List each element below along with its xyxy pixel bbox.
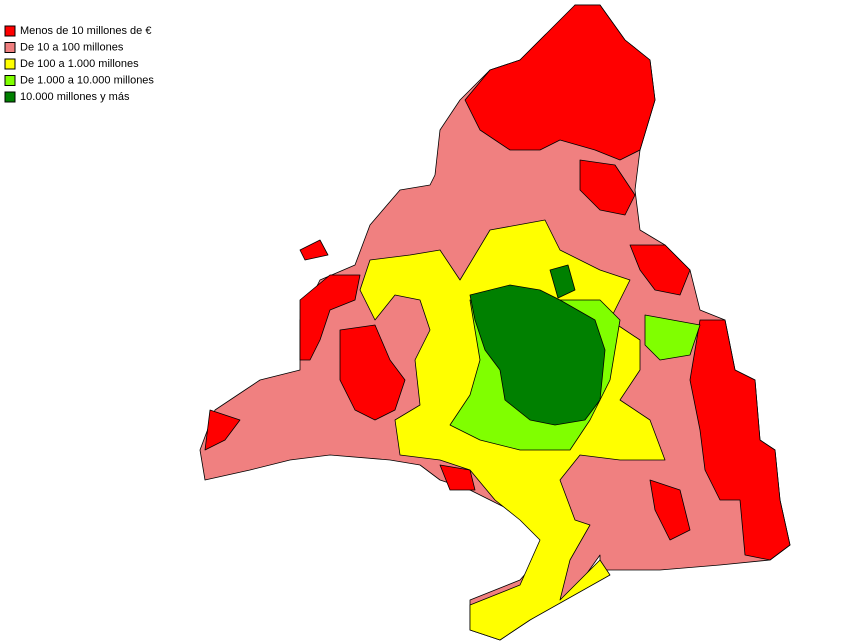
region: [464, 4, 656, 161]
region: [204, 409, 241, 451]
region: [649, 479, 691, 541]
region: [629, 244, 691, 296]
region: [299, 239, 329, 261]
legend-label: De 10 a 100 millones: [20, 41, 124, 53]
region: [299, 274, 361, 361]
region: [689, 319, 791, 561]
region: [579, 159, 636, 216]
legend-swatch: [4, 91, 16, 103]
region: [439, 464, 476, 491]
legend-label: De 100 a 1.000 millones: [20, 58, 139, 70]
region: [469, 284, 606, 426]
legend-label: Menos de 10 millones de €: [20, 25, 151, 37]
legend-swatch: [4, 42, 16, 53]
map: [199, 4, 791, 641]
legend-label: De 1.000 a 10.000 millones: [20, 74, 154, 86]
legend-swatch: [4, 25, 16, 37]
legend-label: 10.000 millones y más: [20, 91, 130, 103]
region: [339, 324, 406, 421]
region: [644, 314, 701, 361]
legend: Menos de 10 millones de € De 10 a 100 mil…: [4, 25, 154, 103]
legend-swatch: [4, 75, 16, 86]
legend-swatch: [4, 58, 16, 70]
region: [549, 264, 576, 299]
